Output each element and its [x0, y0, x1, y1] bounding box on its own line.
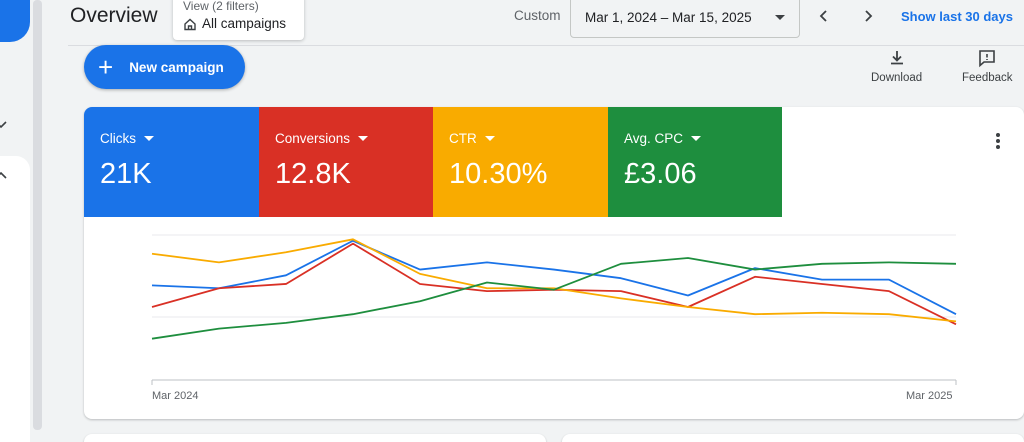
- plus-icon: +: [98, 52, 114, 82]
- chevron-left-icon: [819, 10, 827, 22]
- chevron-down-icon[interactable]: [0, 118, 8, 132]
- metric-name: CTR: [449, 131, 477, 146]
- metric-name: Clicks: [100, 131, 136, 146]
- show-last-30-days-link[interactable]: Show last 30 days: [901, 9, 1013, 24]
- left-rail: [0, 0, 34, 442]
- x-tick-label: Mar 2025: [906, 390, 953, 402]
- chevron-right-icon: [865, 10, 873, 22]
- line-chart: [151, 234, 957, 385]
- date-mode-label: Custom: [514, 8, 561, 23]
- metric-conversions[interactable]: Conversions 12.8K: [259, 107, 433, 217]
- new-campaign-label: New campaign: [129, 59, 224, 75]
- metric-name: Conversions: [275, 131, 351, 146]
- download-button[interactable]: Download: [871, 48, 922, 84]
- metric-name-row: Avg. CPC: [624, 131, 766, 146]
- series-line-3: [151, 257, 957, 340]
- rail-panel: [0, 156, 30, 442]
- metric-clicks[interactable]: Clicks 21K: [84, 107, 259, 217]
- date-range-value: Mar 1, 2024 – Mar 15, 2025: [585, 9, 752, 25]
- view-value-row: All campaigns: [183, 16, 294, 31]
- top-bar: Overview View (2 filters) All campaigns …: [44, 0, 1024, 46]
- performance-card: Clicks 21K Conversions 12.8K CTR 10.30% …: [84, 107, 1024, 419]
- view-selector[interactable]: View (2 filters) All campaigns: [173, 0, 304, 40]
- scrollbar[interactable]: [33, 0, 42, 430]
- series-line-2: [151, 238, 957, 323]
- more-options-icon[interactable]: [996, 133, 1002, 151]
- dropdown-caret-icon: [144, 136, 154, 141]
- metric-name: Avg. CPC: [624, 131, 684, 146]
- bottom-card-left: [84, 434, 546, 442]
- metric-value: 12.8K: [275, 158, 351, 190]
- feedback-icon: [979, 50, 996, 68]
- metric-ctr[interactable]: CTR 10.30%: [433, 107, 608, 217]
- metric-value: £3.06: [624, 158, 697, 190]
- page-title: Overview: [70, 4, 158, 27]
- dropdown-caret-icon: [484, 136, 495, 141]
- new-campaign-button[interactable]: + New campaign: [84, 45, 245, 89]
- download-icon: [890, 51, 903, 65]
- dropdown-caret-icon: [691, 136, 702, 141]
- header-divider: [68, 45, 1024, 46]
- metric-name-row: Conversions: [275, 131, 417, 146]
- feedback-button[interactable]: Feedback: [962, 48, 1013, 84]
- metric-name-row: Clicks: [100, 131, 243, 146]
- rail-active-button[interactable]: [0, 0, 30, 42]
- metric-value: 10.30%: [449, 158, 548, 190]
- download-label: Download: [871, 72, 923, 84]
- metric-avg-cpc[interactable]: Avg. CPC £3.06: [608, 107, 782, 217]
- date-range-picker[interactable]: Mar 1, 2024 – Mar 15, 2025: [570, 0, 800, 38]
- previous-period-button[interactable]: [812, 4, 836, 28]
- dropdown-caret-icon: [775, 14, 785, 20]
- next-period-button[interactable]: [856, 4, 880, 28]
- view-value: All campaigns: [202, 16, 287, 31]
- chevron-up-icon[interactable]: [0, 168, 8, 182]
- home-icon: [184, 18, 196, 30]
- series-line-0: [151, 239, 957, 315]
- bottom-card-right: [562, 434, 1024, 442]
- metric-value: 21K: [100, 158, 152, 190]
- x-tick-label: Mar 2024: [152, 390, 199, 402]
- dropdown-caret-icon: [358, 136, 369, 141]
- view-filter-label: View (2 filters): [183, 0, 259, 13]
- feedback-label: Feedback: [962, 72, 1013, 84]
- metric-name-row: CTR: [449, 131, 592, 146]
